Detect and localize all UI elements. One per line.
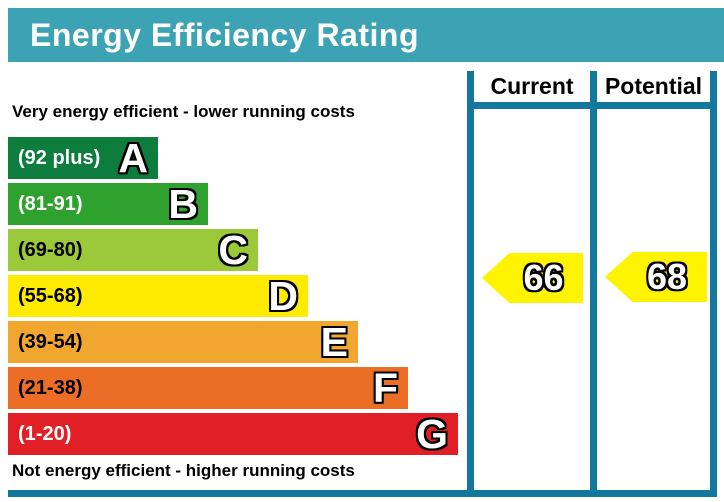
band-b-letter: B bbox=[168, 180, 198, 227]
band-d-letter: D bbox=[268, 272, 298, 319]
band-g-letter: G bbox=[416, 410, 448, 457]
band-g: (1-20) G bbox=[8, 413, 458, 455]
chart-bottom-line bbox=[8, 490, 717, 497]
current-rating-arrow: 66 bbox=[482, 253, 583, 303]
caption-not-efficient: Not energy efficient - higher running co… bbox=[12, 461, 355, 480]
header-underline bbox=[467, 102, 717, 109]
band-e-range: (39-54) bbox=[18, 330, 83, 353]
current-column-left-border bbox=[467, 71, 474, 497]
band-f-letter: F bbox=[372, 364, 398, 411]
chart-title: Energy Efficiency Rating bbox=[30, 16, 419, 53]
potential-column-header: Potential bbox=[604, 73, 703, 99]
band-b: (81-91) B bbox=[8, 183, 208, 225]
band-a: (92 plus) A bbox=[8, 137, 158, 179]
title-band: Energy Efficiency Rating bbox=[8, 8, 724, 62]
band-b-range: (81-91) bbox=[18, 192, 83, 215]
band-d-range: (55-68) bbox=[18, 284, 83, 307]
potential-rating-value: 68 bbox=[646, 256, 688, 297]
band-f: (21-38) F bbox=[8, 367, 408, 409]
current-column-header: Current bbox=[490, 73, 574, 99]
potential-column-right-border bbox=[710, 71, 717, 497]
band-c-letter: C bbox=[218, 226, 248, 273]
band-a-range: (92 plus) bbox=[18, 146, 101, 169]
current-rating-value: 66 bbox=[523, 257, 564, 298]
potential-rating-arrow: 68 bbox=[605, 252, 707, 302]
band-a-letter: A bbox=[118, 134, 148, 181]
band-e: (39-54) E bbox=[8, 321, 358, 363]
column-divider-border bbox=[590, 71, 597, 497]
band-d: (55-68) D bbox=[8, 275, 308, 317]
band-c: (69-80) C bbox=[8, 229, 258, 271]
band-g-range: (1-20) bbox=[18, 422, 72, 445]
band-f-range: (21-38) bbox=[18, 376, 83, 399]
band-e-letter: E bbox=[320, 318, 348, 365]
caption-very-efficient: Very energy efficient - lower running co… bbox=[12, 102, 355, 121]
band-c-range: (69-80) bbox=[18, 238, 83, 261]
